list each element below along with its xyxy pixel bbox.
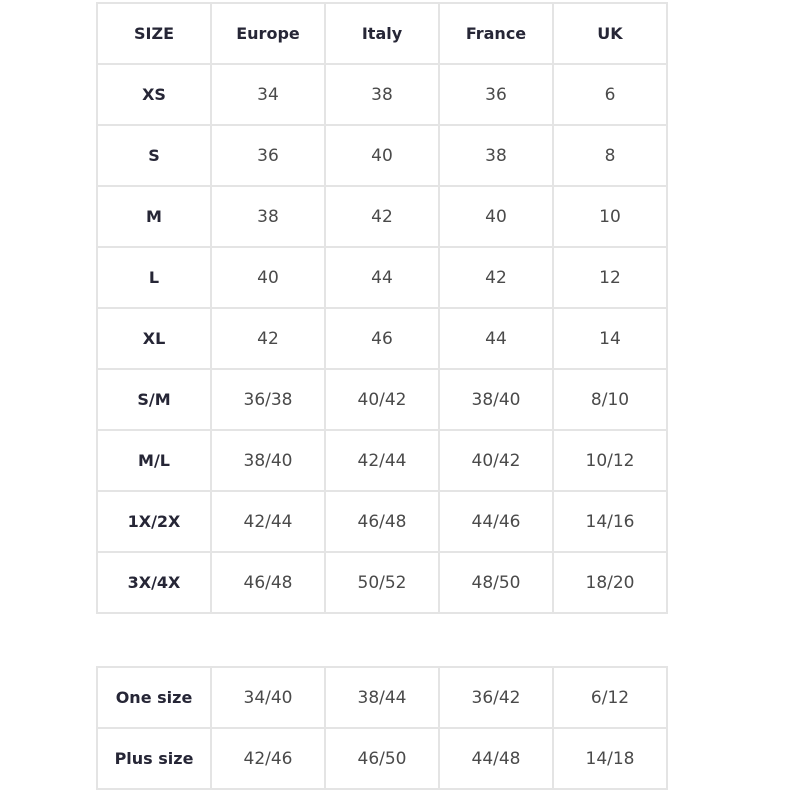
size-value-cell: 38/40 [210, 429, 326, 492]
size-value-cell: 8/10 [552, 368, 668, 431]
header-row: SIZE Europe Italy France UK [96, 2, 668, 65]
size-label-cell: L [96, 246, 212, 309]
size-value-cell: 8 [552, 124, 668, 187]
size-value-cell: 42 [324, 185, 440, 248]
size-value-cell: 14 [552, 307, 668, 370]
size-value-cell: 10/12 [552, 429, 668, 492]
size-value-cell: 6/12 [552, 666, 668, 729]
table-row: 3X/4X 46/48 50/52 48/50 18/20 [96, 551, 668, 614]
column-header: UK [552, 2, 668, 65]
column-header: Italy [324, 2, 440, 65]
size-label-cell: One size [96, 666, 212, 729]
size-value-cell: 46/48 [210, 551, 326, 614]
size-value-cell: 36/38 [210, 368, 326, 431]
size-value-cell: 44/46 [438, 490, 554, 553]
size-value-cell: 12 [552, 246, 668, 309]
size-value-cell: 44 [438, 307, 554, 370]
size-value-cell: 34 [210, 63, 326, 126]
size-value-cell: 36/42 [438, 666, 554, 729]
size-label-cell: XL [96, 307, 212, 370]
table-row: 1X/2X 42/44 46/48 44/46 14/16 [96, 490, 668, 553]
size-label-cell: M/L [96, 429, 212, 492]
column-header: SIZE [96, 2, 212, 65]
table-row: XL 42 46 44 14 [96, 307, 668, 370]
table-row: S 36 40 38 8 [96, 124, 668, 187]
table-row: One size 34/40 38/44 36/42 6/12 [96, 666, 668, 729]
size-value-cell: 50/52 [324, 551, 440, 614]
table-row: XS 34 38 36 6 [96, 63, 668, 126]
size-value-cell: 38 [324, 63, 440, 126]
size-label-cell: 1X/2X [96, 490, 212, 553]
size-label-cell: M [96, 185, 212, 248]
size-label-cell: XS [96, 63, 212, 126]
table-row: L 40 44 42 12 [96, 246, 668, 309]
size-value-cell: 14/18 [552, 727, 668, 790]
one-plus-size-table: One size 34/40 38/44 36/42 6/12 Plus size 42/4… [96, 666, 668, 790]
size-value-cell: 6 [552, 63, 668, 126]
table-row: Plus size 42/46 46/50 44/48 14/18 [96, 727, 668, 790]
column-header: Europe [210, 2, 326, 65]
size-value-cell: 34/40 [210, 666, 326, 729]
table-row: M/L 38/40 42/44 40/42 10/12 [96, 429, 668, 492]
size-value-cell: 36 [210, 124, 326, 187]
table-row: S/M 36/38 40/42 38/40 8/10 [96, 368, 668, 431]
size-value-cell: 14/16 [552, 490, 668, 553]
size-label-cell: S [96, 124, 212, 187]
size-value-cell: 48/50 [438, 551, 554, 614]
size-value-cell: 44/48 [438, 727, 554, 790]
size-value-cell: 40 [324, 124, 440, 187]
size-value-cell: 44 [324, 246, 440, 309]
size-value-cell: 46/50 [324, 727, 440, 790]
size-value-cell: 40 [438, 185, 554, 248]
size-value-cell: 46 [324, 307, 440, 370]
size-value-cell: 38 [438, 124, 554, 187]
size-value-cell: 42 [210, 307, 326, 370]
size-value-cell: 40/42 [438, 429, 554, 492]
size-value-cell: 42/44 [210, 490, 326, 553]
size-value-cell: 40/42 [324, 368, 440, 431]
size-value-cell: 42/44 [324, 429, 440, 492]
size-label-cell: S/M [96, 368, 212, 431]
size-label-cell: 3X/4X [96, 551, 212, 614]
size-value-cell: 10 [552, 185, 668, 248]
size-value-cell: 18/20 [552, 551, 668, 614]
column-header: France [438, 2, 554, 65]
size-value-cell: 42 [438, 246, 554, 309]
size-value-cell: 46/48 [324, 490, 440, 553]
size-value-cell: 40 [210, 246, 326, 309]
size-label-cell: Plus size [96, 727, 212, 790]
size-value-cell: 36 [438, 63, 554, 126]
size-value-cell: 38 [210, 185, 326, 248]
size-value-cell: 42/46 [210, 727, 326, 790]
size-value-cell: 38/44 [324, 666, 440, 729]
size-chart-table: SIZE Europe Italy France UK XS 34 38 36 6 S 36 40 38 8… [96, 2, 668, 614]
size-value-cell: 38/40 [438, 368, 554, 431]
table-row: M 38 42 40 10 [96, 185, 668, 248]
